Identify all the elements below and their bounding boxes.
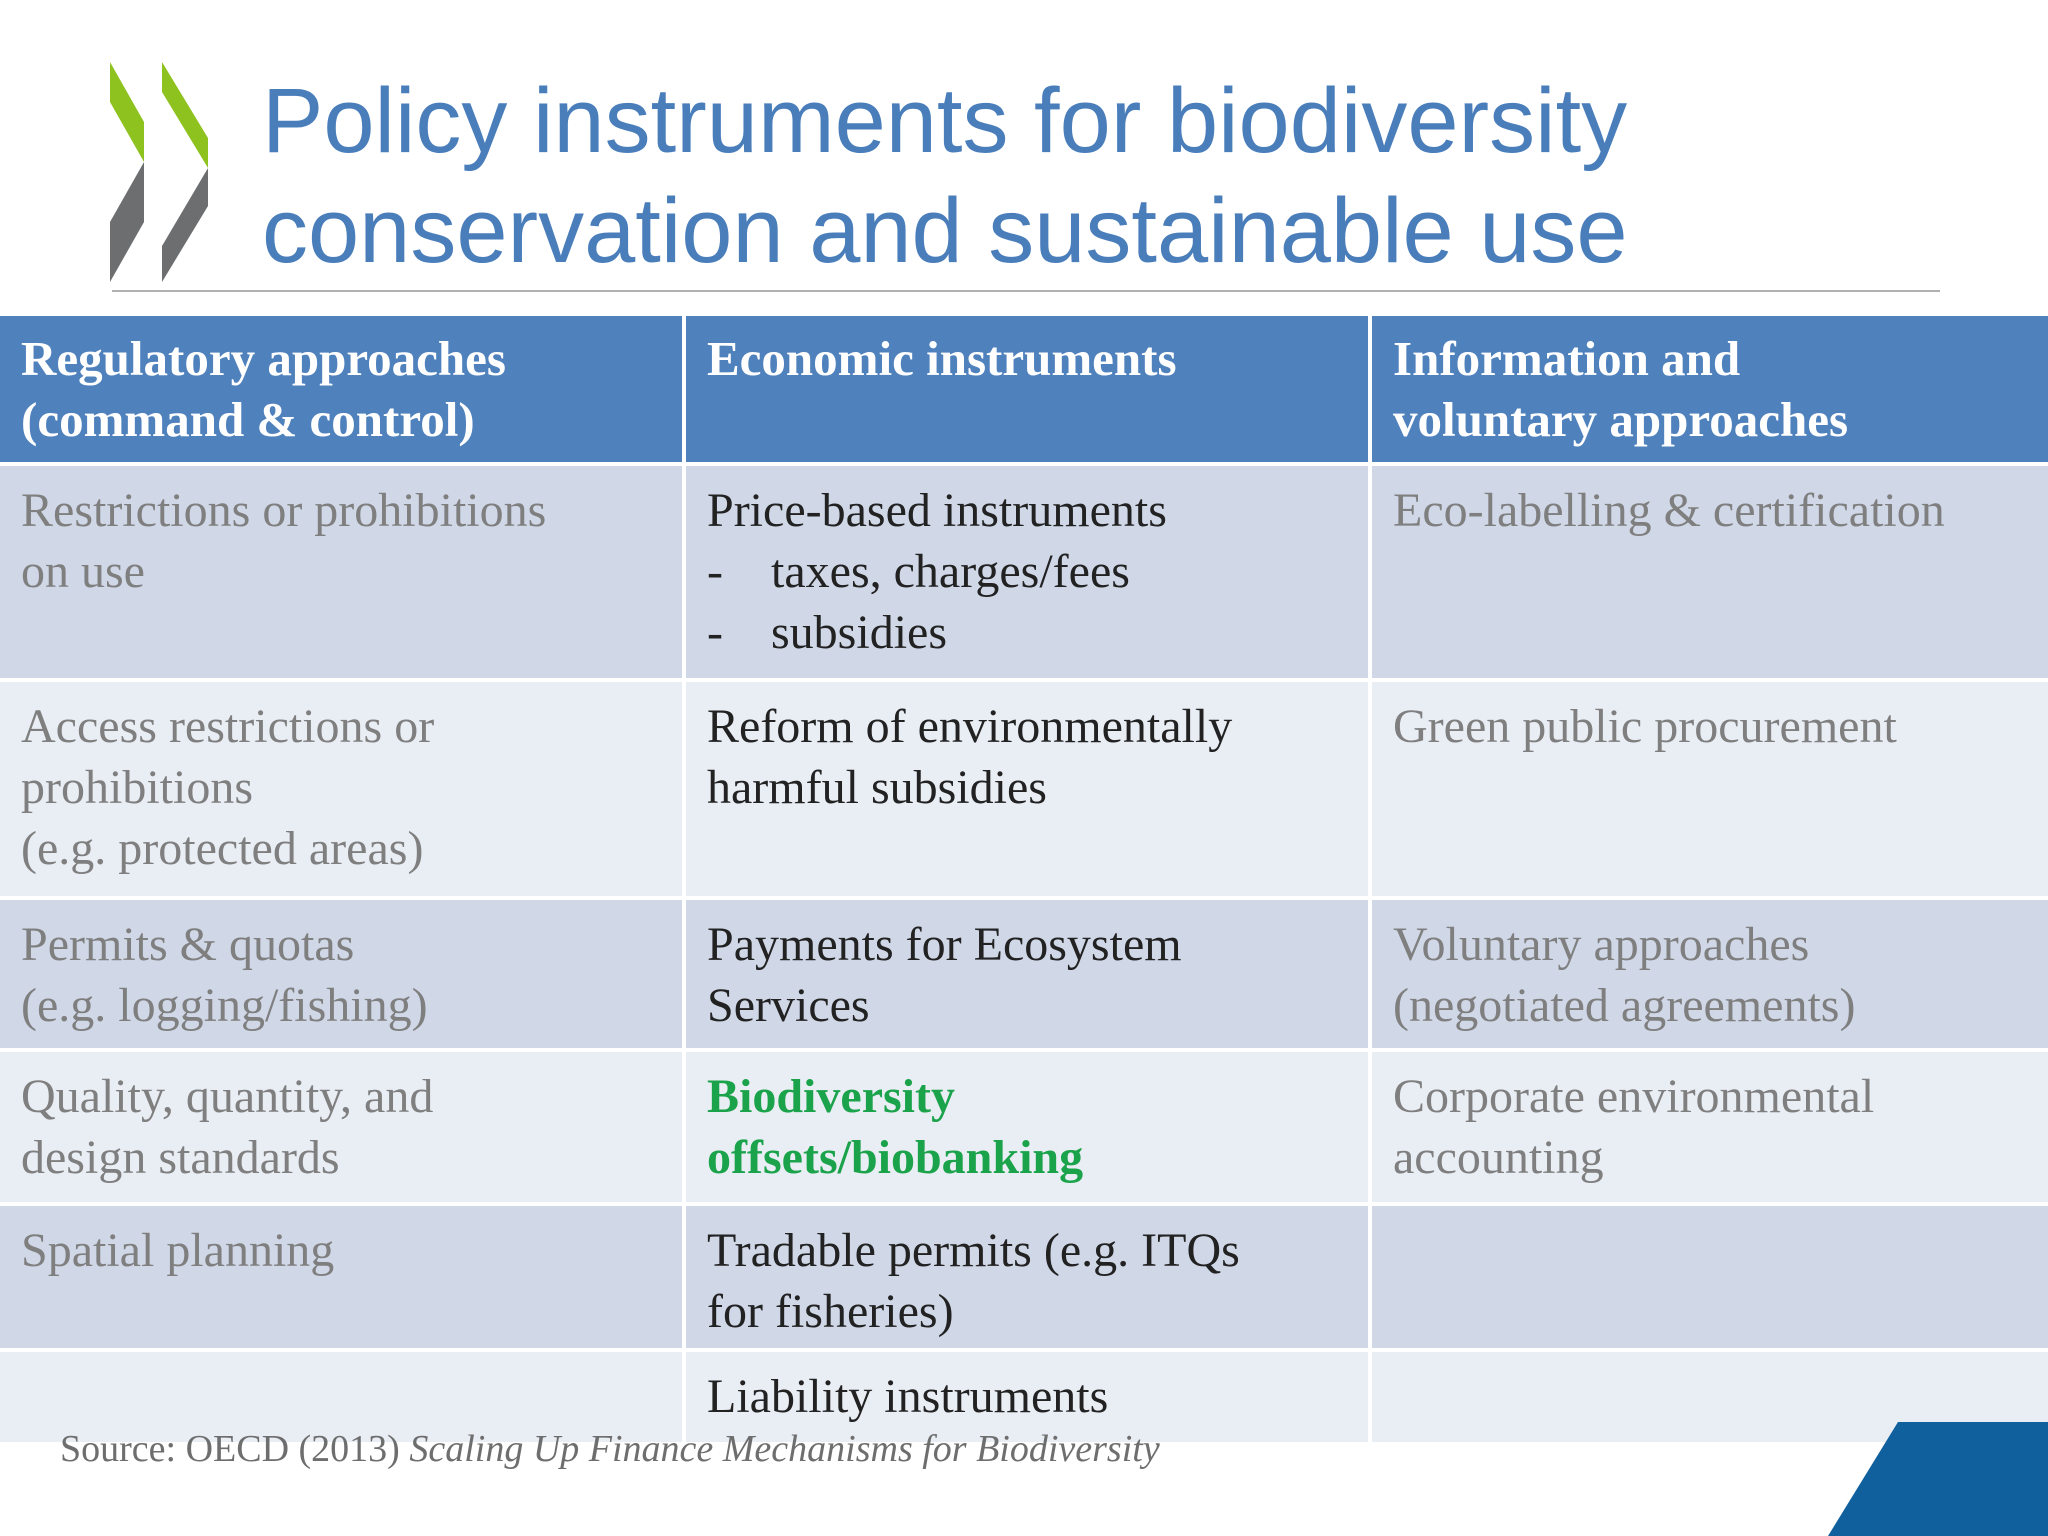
cell-regulatory-4: Quality, quantity, and design standards xyxy=(0,1052,682,1202)
cell-line: Eco-labelling & certification xyxy=(1393,484,1945,537)
policy-instruments-table: Regulatory approaches (command & control… xyxy=(0,316,2048,1442)
cell-regulatory-2: Access restrictions or prohibitions (e.g… xyxy=(0,682,682,896)
cell-line: accounting xyxy=(1393,1131,1604,1184)
bullet-item: - taxes, charges/fees xyxy=(707,541,1350,602)
cell-line: Access restrictions or xyxy=(21,700,435,753)
source-citation: Source: OECD (2013) Scaling Up Finance M… xyxy=(60,1424,1160,1474)
cell-line: on use xyxy=(21,545,145,598)
cell-economic-3: Payments for Ecosystem Services xyxy=(686,900,1368,1048)
header-line: (command & control) xyxy=(21,392,475,447)
cell-line: Green public procurement xyxy=(1393,700,1897,753)
slide-title-line: conservation and sustainable use xyxy=(262,180,1628,282)
bullet-item: - subsidies xyxy=(707,602,1350,663)
bullet-text: taxes, charges/fees xyxy=(771,545,1130,598)
cell-regulatory-5: Spatial planning xyxy=(0,1206,682,1348)
cell-line: Corporate environmental xyxy=(1393,1070,1875,1123)
title-divider xyxy=(112,290,1940,292)
cell-line: Liability instruments xyxy=(707,1370,1109,1423)
cell-line: Permits & quotas xyxy=(21,918,355,971)
cell-regulatory-6-empty xyxy=(0,1352,682,1442)
source-title: Scaling Up Finance Mechanisms for Biodiv… xyxy=(409,1428,1160,1470)
cell-line: Price-based instruments xyxy=(707,484,1167,537)
cell-line: design standards xyxy=(21,1131,340,1184)
cell-economic-4-highlight: Biodiversity offsets/biobanking xyxy=(686,1052,1368,1202)
cell-line: offsets/biobanking xyxy=(707,1131,1084,1184)
cell-economic-6: Liability instruments xyxy=(686,1352,1368,1442)
cell-line: (e.g. protected areas) xyxy=(21,822,424,875)
dash-bullet-icon: - xyxy=(707,545,723,598)
corner-decoration-shape xyxy=(1828,1422,2048,1536)
header-line: Regulatory approaches xyxy=(21,331,506,386)
cell-line: Tradable permits (e.g. ITQs xyxy=(707,1224,1240,1277)
oecd-chevron-logo-icon xyxy=(110,62,208,282)
cell-line: Restrictions or prohibitions xyxy=(21,484,547,537)
header-regulatory: Regulatory approaches (command & control… xyxy=(0,316,682,462)
cell-line: Services xyxy=(707,979,870,1032)
cell-regulatory-1: Restrictions or prohibitions on use xyxy=(0,466,682,678)
header-line: voluntary approaches xyxy=(1393,392,1849,447)
cell-line: Payments for Ecosystem xyxy=(707,918,1182,971)
cell-information-4: Corporate environmental accounting xyxy=(1372,1052,2048,1202)
cell-information-1: Eco-labelling & certification xyxy=(1372,466,2048,678)
slide-title-line: Policy instruments for biodiversity xyxy=(262,70,1628,172)
cell-line: Quality, quantity, and xyxy=(21,1070,434,1123)
header-line: Information and xyxy=(1393,331,1741,386)
cell-line: Reform of environmentally xyxy=(707,700,1233,753)
header-information: Information and voluntary approaches xyxy=(1372,316,2048,462)
cell-line: harmful subsidies xyxy=(707,761,1047,814)
slide-title: Policy instruments for biodiversity cons… xyxy=(262,66,1962,286)
cell-information-3: Voluntary approaches (negotiated agreeme… xyxy=(1372,900,2048,1048)
cell-economic-5: Tradable permits (e.g. ITQs for fisherie… xyxy=(686,1206,1368,1348)
dash-bullet-icon: - xyxy=(707,606,723,659)
cell-line: (e.g. logging/fishing) xyxy=(21,979,428,1032)
cell-line: Voluntary approaches xyxy=(1393,918,1810,971)
cell-information-2: Green public procurement xyxy=(1372,682,2048,896)
cell-regulatory-3: Permits & quotas (e.g. logging/fishing) xyxy=(0,900,682,1048)
header-economic: Economic instruments xyxy=(686,316,1368,462)
cell-line: for fisheries) xyxy=(707,1285,954,1338)
cell-line: Biodiversity xyxy=(707,1070,955,1123)
cell-line: prohibitions xyxy=(21,761,254,814)
cell-economic-1: Price-based instruments - taxes, charges… xyxy=(686,466,1368,678)
bullet-text: subsidies xyxy=(771,606,948,659)
cell-information-5-empty xyxy=(1372,1206,2048,1348)
header-line: Economic instruments xyxy=(707,331,1177,386)
cell-line: Spatial planning xyxy=(21,1224,335,1277)
cell-economic-2: Reform of environmentally harmful subsid… xyxy=(686,682,1368,896)
cell-line: (negotiated agreements) xyxy=(1393,979,1856,1032)
source-prefix: Source: OECD (2013) xyxy=(60,1428,410,1470)
